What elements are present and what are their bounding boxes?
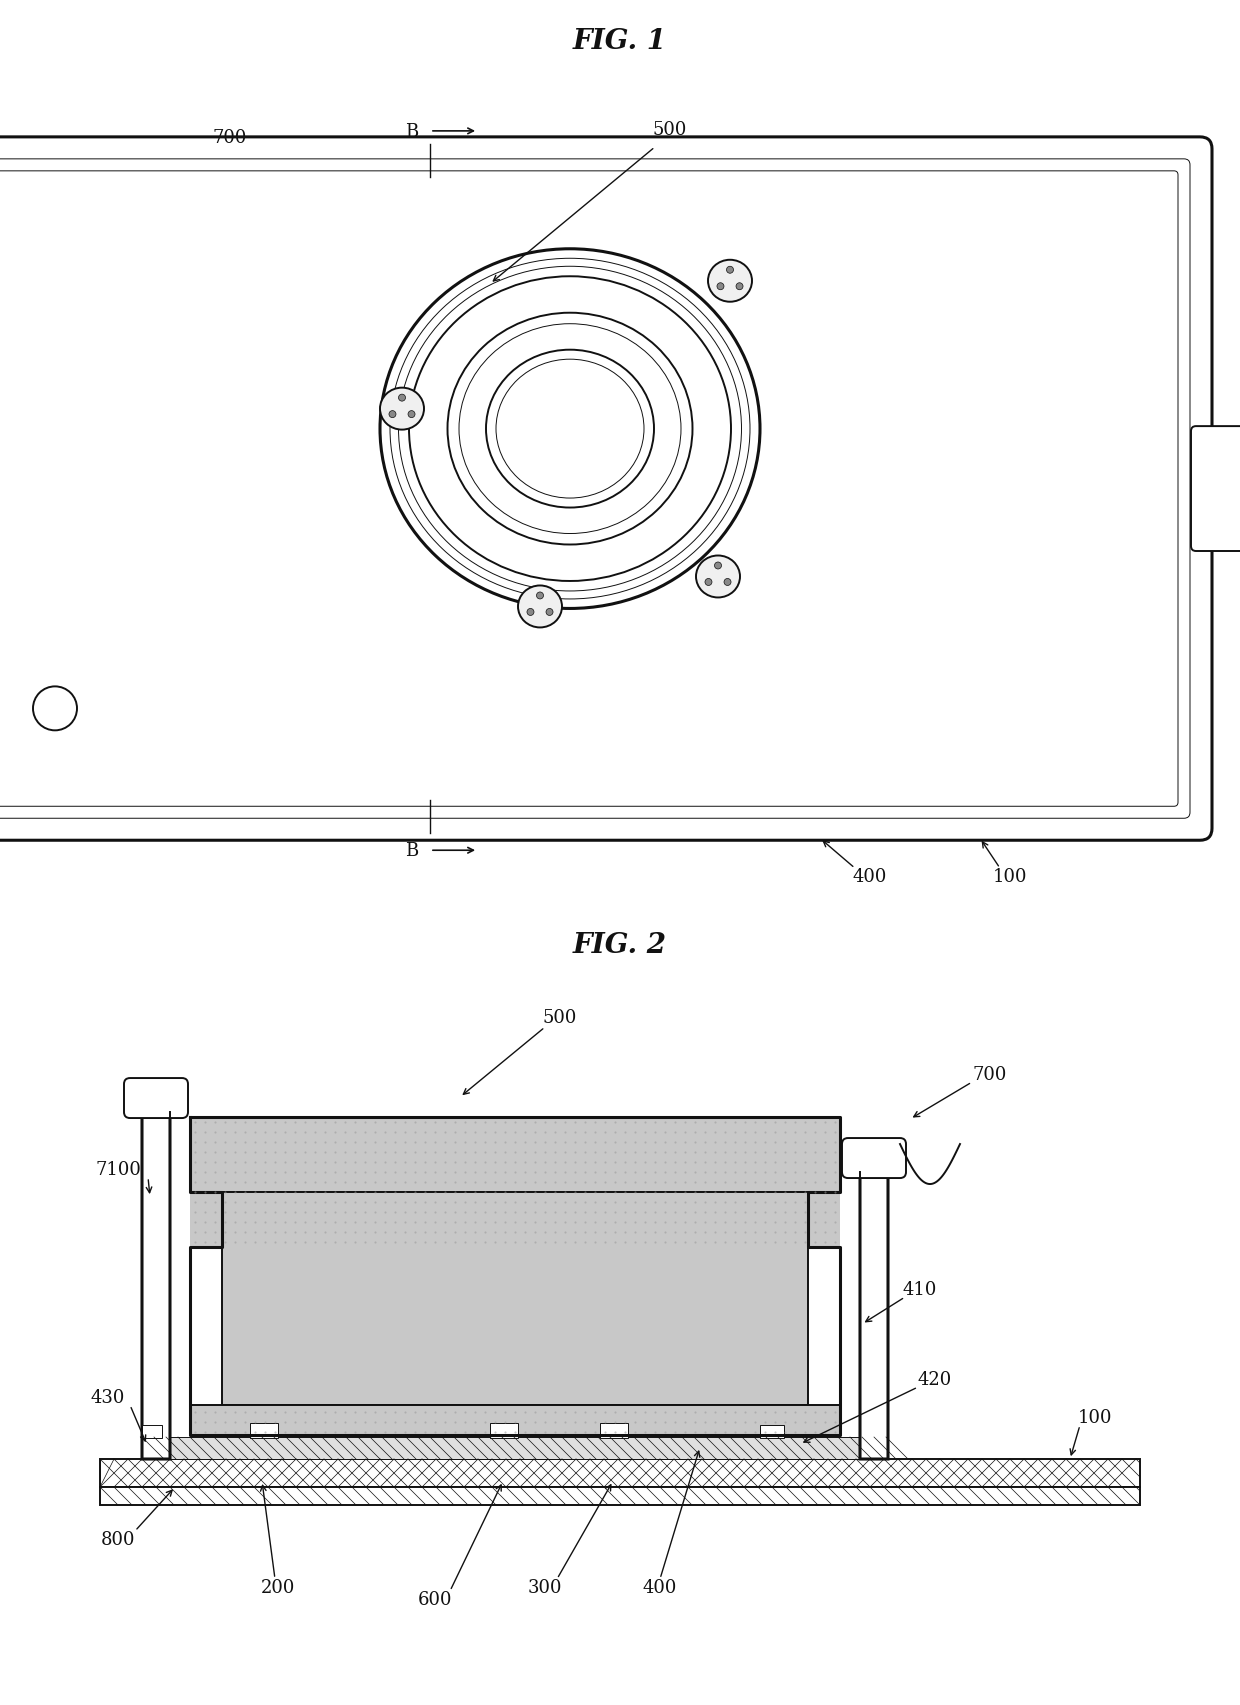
- Text: 300: 300: [528, 1579, 562, 1596]
- Circle shape: [727, 268, 734, 275]
- Circle shape: [737, 283, 743, 290]
- Text: 600: 600: [418, 1591, 453, 1608]
- Ellipse shape: [486, 351, 653, 508]
- Bar: [190, 1117, 839, 1192]
- Circle shape: [398, 396, 405, 402]
- FancyBboxPatch shape: [124, 1079, 188, 1118]
- FancyBboxPatch shape: [842, 1139, 906, 1178]
- Bar: [250, 1424, 278, 1439]
- Bar: [760, 1425, 784, 1439]
- Text: 500: 500: [543, 1008, 577, 1026]
- Text: 800: 800: [100, 1529, 135, 1548]
- Ellipse shape: [496, 360, 644, 500]
- Text: 7100: 7100: [95, 1161, 141, 1178]
- Text: 430: 430: [91, 1388, 125, 1407]
- Text: 700: 700: [973, 1066, 1007, 1083]
- Circle shape: [724, 580, 732, 587]
- Circle shape: [389, 411, 396, 418]
- FancyBboxPatch shape: [1190, 426, 1240, 552]
- Circle shape: [408, 411, 415, 418]
- Text: 410: 410: [903, 1280, 937, 1298]
- Bar: [143, 1437, 888, 1459]
- Circle shape: [537, 593, 543, 600]
- Text: B: B: [404, 842, 418, 859]
- Bar: [190, 1405, 839, 1436]
- Bar: [808, 1192, 839, 1248]
- Text: 400: 400: [853, 868, 887, 885]
- Circle shape: [546, 609, 553, 616]
- Bar: [190, 1192, 222, 1248]
- Bar: [490, 1424, 518, 1439]
- Bar: [100, 1459, 1140, 1487]
- Text: 100: 100: [993, 868, 1027, 885]
- FancyBboxPatch shape: [861, 1144, 888, 1459]
- FancyBboxPatch shape: [143, 1084, 170, 1459]
- Text: 200: 200: [260, 1579, 295, 1596]
- Text: B: B: [404, 123, 418, 142]
- Text: 100: 100: [1078, 1408, 1112, 1425]
- Ellipse shape: [379, 389, 424, 430]
- Bar: [222, 1192, 808, 1405]
- Circle shape: [717, 283, 724, 290]
- Ellipse shape: [708, 261, 751, 302]
- Bar: [143, 1425, 162, 1439]
- Text: 500: 500: [652, 121, 687, 138]
- Circle shape: [527, 609, 534, 616]
- Bar: [600, 1424, 627, 1439]
- Bar: [100, 1487, 1140, 1506]
- Ellipse shape: [696, 556, 740, 598]
- Ellipse shape: [518, 587, 562, 627]
- Text: 700: 700: [213, 130, 247, 147]
- FancyBboxPatch shape: [0, 138, 1211, 841]
- Text: 420: 420: [918, 1371, 952, 1388]
- Text: FIG. 1: FIG. 1: [573, 29, 667, 56]
- Circle shape: [706, 580, 712, 587]
- Text: 400: 400: [642, 1579, 677, 1596]
- Circle shape: [714, 563, 722, 569]
- Text: FIG. 2: FIG. 2: [573, 931, 667, 958]
